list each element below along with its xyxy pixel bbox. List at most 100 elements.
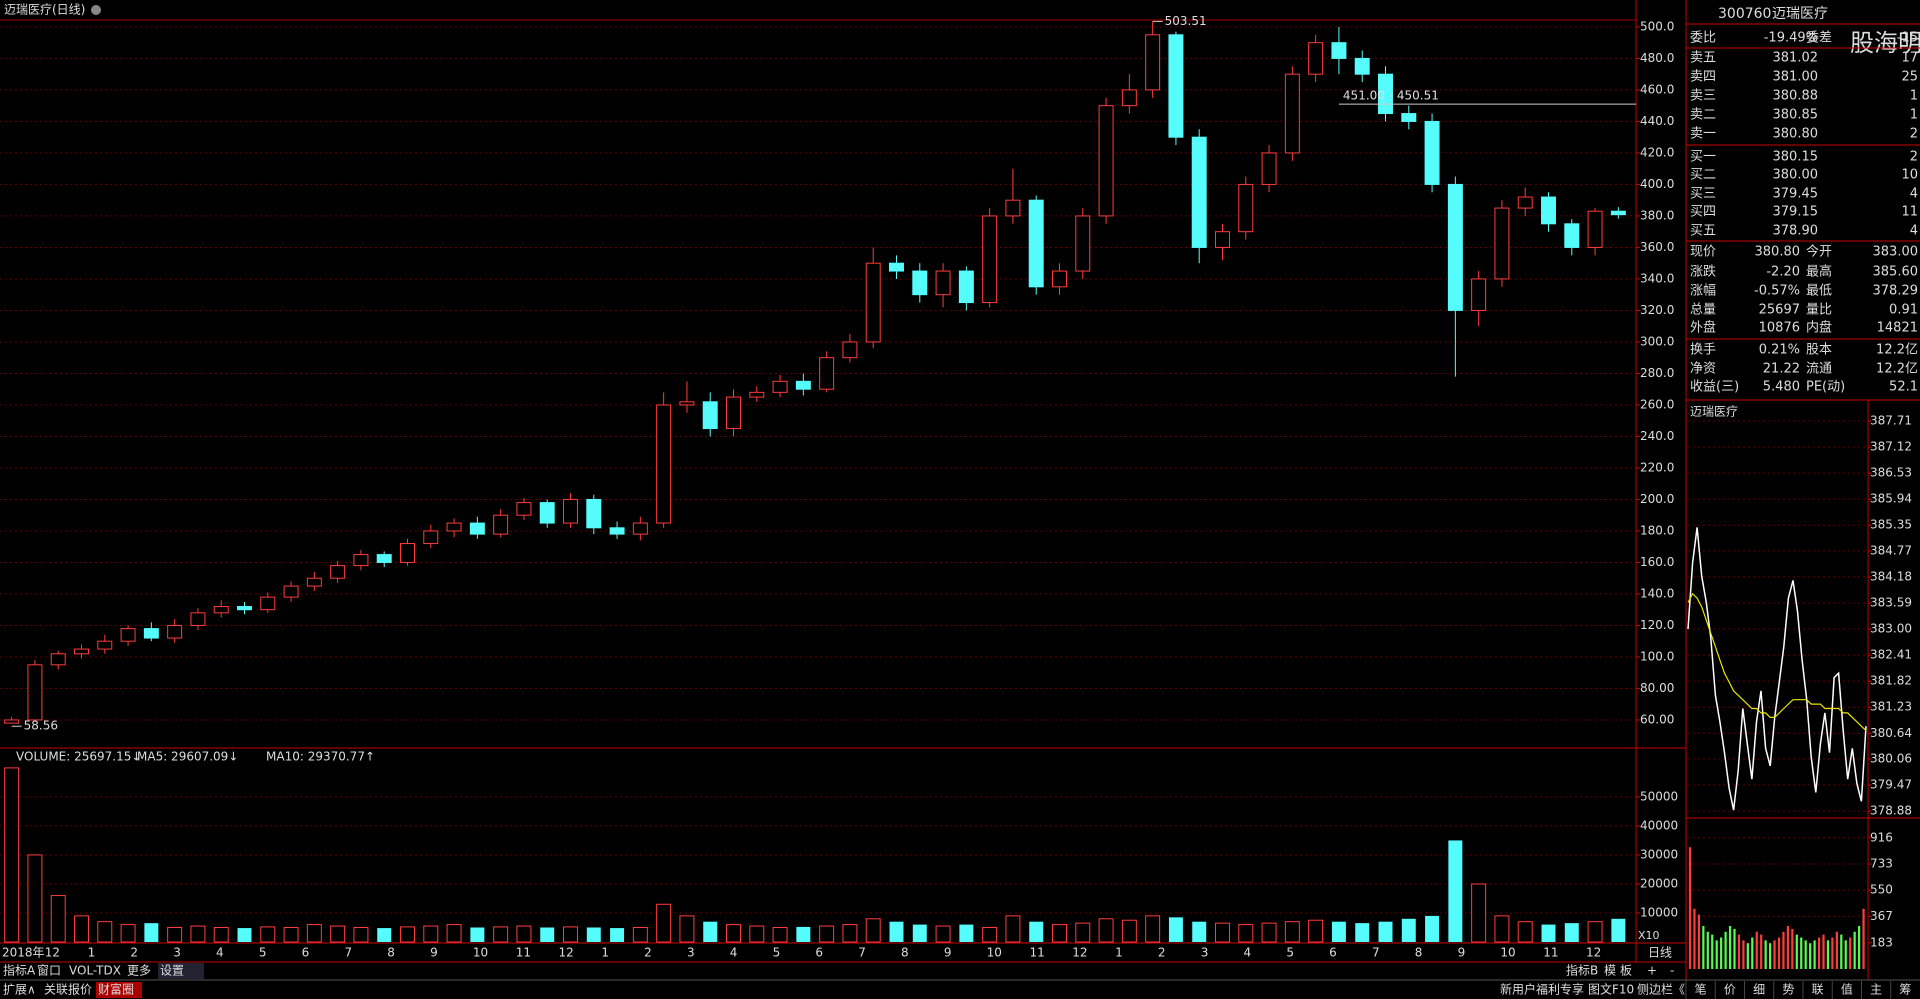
side-tab[interactable]: 价 xyxy=(1724,983,1736,997)
volume-bar xyxy=(1075,922,1091,943)
side-tab[interactable]: 值 xyxy=(1841,982,1853,997)
y-tick-label: 280.0 xyxy=(1640,366,1674,380)
toolbar-tab[interactable]: 指标A xyxy=(3,963,36,978)
volume-bar xyxy=(1005,915,1021,943)
quote-cell: 卖五 xyxy=(1690,51,1716,66)
candle-body xyxy=(749,391,765,398)
toolbar-tab[interactable]: 侧边栏《 xyxy=(1637,982,1685,997)
toolbar-tab[interactable]: 新用户福利专享 xyxy=(1500,982,1584,997)
candle-body xyxy=(1098,105,1114,217)
candle-body xyxy=(1610,210,1626,216)
date-label: 6 xyxy=(815,946,823,960)
quote-cell: 外盘 xyxy=(1690,320,1716,336)
quote-cell: 收益(三) xyxy=(1690,380,1739,395)
side-tab[interactable]: 细 xyxy=(1753,983,1765,997)
y-tick-label: 80.00 xyxy=(1640,681,1674,695)
volume-bar xyxy=(144,923,159,942)
intraday-line xyxy=(1687,592,1867,732)
date-label: 11 xyxy=(1543,946,1558,960)
volume-bar xyxy=(516,925,532,943)
volume-bar xyxy=(1121,919,1137,943)
toolbar-tab[interactable]: VOL-TDX xyxy=(69,964,121,978)
candle-body xyxy=(795,380,811,390)
quote-cell: PE(动) xyxy=(1806,380,1845,395)
quote-cell: 5.480 xyxy=(1763,380,1800,395)
volume-bar xyxy=(1706,931,1709,969)
side-tab[interactable]: 主 xyxy=(1870,983,1882,997)
quote-cell: 378.90 xyxy=(1773,224,1819,239)
volume-bar xyxy=(74,915,89,943)
toolbar-tab[interactable]: - xyxy=(1670,964,1674,978)
y-tick-label: 381.82 xyxy=(1870,674,1912,688)
toolbar-tab[interactable]: 指标B xyxy=(1566,963,1598,978)
volume-bar xyxy=(50,895,66,943)
volume-bar xyxy=(1098,918,1114,943)
y-tick-label: 160.0 xyxy=(1640,555,1674,569)
side-tab[interactable]: 笔 xyxy=(1695,982,1707,997)
volume-bar xyxy=(1688,847,1692,969)
toolbar-tab[interactable]: 扩展∧ xyxy=(3,983,36,997)
side-tab[interactable]: 筹 xyxy=(1899,983,1911,997)
candle-body xyxy=(190,612,206,626)
title-menu[interactable] xyxy=(91,5,101,15)
toolbar-tab[interactable]: 设置 xyxy=(160,964,184,978)
candle-body xyxy=(586,498,602,529)
toolbar-tab[interactable]: + xyxy=(1647,964,1657,978)
quote-cell: 381.02 xyxy=(1773,51,1819,66)
volume-bar xyxy=(632,926,648,943)
volume-bar xyxy=(1835,931,1838,969)
candle-body xyxy=(516,502,532,516)
side-tab[interactable]: 势 xyxy=(1782,983,1794,997)
y-tick-label: 385.35 xyxy=(1870,518,1912,532)
period-label[interactable]: 日线 xyxy=(1648,946,1672,960)
y-tick-label: 30000 xyxy=(1640,847,1678,861)
y-tick-label: 183 xyxy=(1870,935,1893,949)
quote-cell: 378.29 xyxy=(1873,284,1919,299)
toolbar-tab[interactable]: 更多 xyxy=(127,964,151,978)
toolbar-tab[interactable]: 关联报价 xyxy=(44,982,92,997)
volume-bar xyxy=(819,925,835,943)
candle-body xyxy=(865,262,881,343)
quote-cell: 1 xyxy=(1910,108,1918,123)
volume-bar xyxy=(1862,908,1865,969)
candle-body xyxy=(889,262,904,272)
candle-body xyxy=(74,648,89,655)
volume-bar xyxy=(1857,926,1861,969)
quote-cell: 10876 xyxy=(1759,321,1800,336)
volume-bar xyxy=(1817,937,1821,969)
y-tick-label: 500.0 xyxy=(1640,19,1674,33)
y-tick-label: 240.0 xyxy=(1640,429,1674,443)
volume-bar xyxy=(1755,931,1758,969)
toolbar-tab[interactable]: 模 xyxy=(1604,964,1616,978)
toolbar-tab[interactable]: 财富圈 xyxy=(98,982,134,997)
volume-bar xyxy=(726,924,741,943)
volume-bar xyxy=(1308,919,1324,943)
quote-cell: 最高 xyxy=(1806,264,1832,280)
y-tick-label: 10000 xyxy=(1640,905,1678,919)
quote-cell: 卖三 xyxy=(1690,89,1716,104)
quote-cell: 买二 xyxy=(1690,168,1716,183)
candle-body xyxy=(97,640,113,650)
y-tick-label: 200.0 xyxy=(1640,492,1674,506)
toolbar-tab[interactable]: 图文F10 xyxy=(1588,982,1634,997)
y-tick-label: 386.53 xyxy=(1870,466,1912,480)
candle-body xyxy=(400,543,415,563)
side-tab[interactable]: 联 xyxy=(1812,983,1824,997)
toolbar-tab[interactable]: 窗口 xyxy=(37,964,61,978)
quote-cell: 内盘 xyxy=(1806,320,1832,336)
date-label: 9 xyxy=(1458,946,1466,960)
toolbar-tab[interactable]: 板 xyxy=(1620,964,1632,978)
volume-bar xyxy=(1800,937,1803,969)
quote-cell: 381.00 xyxy=(1773,70,1819,85)
volume-bar xyxy=(1728,926,1732,969)
y-tick-label: 300.0 xyxy=(1640,334,1674,348)
candle-body xyxy=(1517,196,1533,209)
date-label: 4 xyxy=(1244,946,1252,960)
quote-cell: 净资 xyxy=(1690,362,1716,377)
quote-cell: -0.57% xyxy=(1754,284,1800,299)
volume-bar xyxy=(306,924,322,943)
y-tick-label: 20000 xyxy=(1640,876,1678,890)
date-label: 5 xyxy=(1286,946,1294,960)
y-tick-label: 387.71 xyxy=(1870,414,1912,428)
quote-cell: 380.80 xyxy=(1773,127,1819,142)
